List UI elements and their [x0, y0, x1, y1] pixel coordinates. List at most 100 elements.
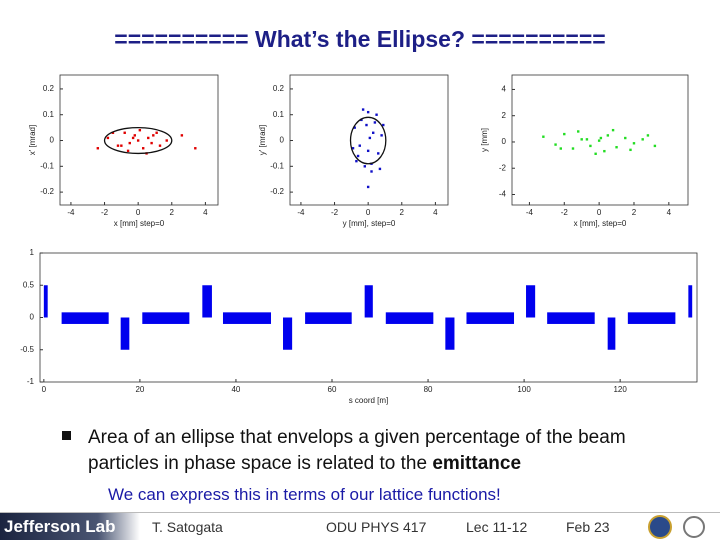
x-tick-label: -4 — [67, 208, 75, 217]
course: ODU PHYS 417 — [326, 519, 427, 535]
x-axis-label: x [mm], step=0 — [574, 219, 627, 228]
y-tick-label: 0.2 — [273, 84, 285, 93]
x-tick-label: 0 — [42, 385, 47, 394]
magnet — [688, 285, 693, 318]
plots: -4 -2 0 2 4 0.2 0.1 0 -0.1 -0.2 x [mm] step=0 x' [m… — [20, 74, 698, 405]
y-tick-label: -0.1 — [40, 161, 54, 170]
logo-bar: Jefferson Lab — [0, 513, 140, 540]
x-tick-label: -2 — [561, 208, 569, 217]
odu-logo — [648, 515, 672, 539]
point — [632, 142, 636, 145]
point — [142, 147, 145, 150]
magnet — [445, 317, 455, 350]
y-tick-label: -0.5 — [20, 345, 34, 354]
y-tick-label: 0.2 — [43, 84, 55, 93]
x-tick-label: 0 — [136, 208, 141, 217]
lecture: Lec 11-12 — [466, 519, 528, 535]
y-tick-label: 0 — [280, 136, 285, 145]
magnet — [202, 285, 212, 318]
point — [147, 136, 150, 140]
point — [351, 147, 355, 150]
point — [133, 134, 136, 137]
x-tick-label: 60 — [328, 385, 337, 394]
ellipse — [103, 126, 173, 155]
logos — [648, 515, 705, 539]
point — [358, 144, 361, 147]
point — [366, 149, 370, 153]
point — [368, 136, 372, 140]
point — [194, 147, 197, 150]
point — [120, 144, 123, 147]
point — [378, 167, 382, 171]
y-axis-label: y' [mrad] — [258, 125, 267, 155]
y-tick-label: -2 — [499, 163, 507, 172]
y-tick-label: -1 — [27, 377, 35, 386]
y-tick-label: -0.2 — [40, 187, 54, 196]
point — [577, 130, 580, 133]
subtext: We can express this in terms of our latt… — [108, 485, 501, 504]
magnet — [466, 312, 515, 324]
point — [355, 159, 358, 163]
x-tick-label: 20 — [135, 385, 144, 394]
bullet-marker — [62, 431, 71, 440]
point — [152, 134, 155, 137]
point — [373, 121, 377, 124]
point — [360, 118, 363, 122]
point — [589, 144, 592, 148]
point — [599, 136, 603, 140]
point — [611, 128, 615, 132]
point — [123, 131, 126, 134]
x-tick-label: 2 — [400, 208, 405, 217]
point — [571, 147, 575, 150]
x-tick-label: 100 — [517, 385, 531, 394]
y-tick-label: 2 — [502, 111, 507, 120]
point — [615, 146, 618, 149]
magnet — [305, 312, 352, 324]
magnet — [222, 312, 272, 324]
point — [580, 138, 583, 141]
x-tick-label: -2 — [331, 208, 339, 217]
x-axis-label: y [mm], step=0 — [343, 219, 396, 228]
footer: Jefferson Lab T. Satogata ODU PHYS 417 L… — [0, 512, 720, 540]
point — [365, 123, 368, 127]
x-tick-label: 120 — [613, 385, 627, 394]
point — [138, 128, 142, 132]
point — [158, 144, 162, 147]
point — [597, 139, 601, 142]
x-tick-label: 2 — [170, 208, 175, 217]
magnet — [283, 317, 293, 350]
y-tick-label: 4 — [502, 85, 507, 94]
point — [366, 110, 370, 114]
x-tick-label: 80 — [424, 385, 433, 394]
y-tick-label: 1 — [30, 248, 35, 257]
x-tick-label: 0 — [366, 208, 371, 217]
point — [128, 141, 131, 145]
x-tick-label: 4 — [203, 208, 208, 217]
point — [116, 144, 120, 147]
magnet — [526, 285, 536, 318]
magnet — [364, 285, 373, 318]
x-tick-label: -2 — [101, 208, 109, 217]
point — [363, 165, 366, 168]
point — [606, 134, 610, 137]
x-axis-label: x [mm] step=0 — [114, 219, 165, 228]
magnet — [385, 312, 434, 324]
point — [136, 139, 140, 142]
point — [111, 131, 115, 134]
x-tick-label: -4 — [526, 208, 534, 217]
point — [180, 134, 184, 137]
y-tick-label: -0.1 — [270, 161, 284, 170]
point — [554, 143, 557, 146]
point — [559, 147, 562, 150]
x-tick-label: 0 — [597, 208, 602, 217]
bullet: Area of an ellipse that envelops a given… — [62, 425, 662, 477]
point — [603, 149, 606, 153]
y-tick-label: 0.1 — [43, 110, 55, 119]
x-tick-label: 40 — [231, 385, 240, 394]
point — [641, 138, 644, 141]
point — [375, 113, 378, 116]
point — [356, 154, 360, 158]
ellipse — [349, 116, 387, 165]
point — [646, 134, 650, 137]
